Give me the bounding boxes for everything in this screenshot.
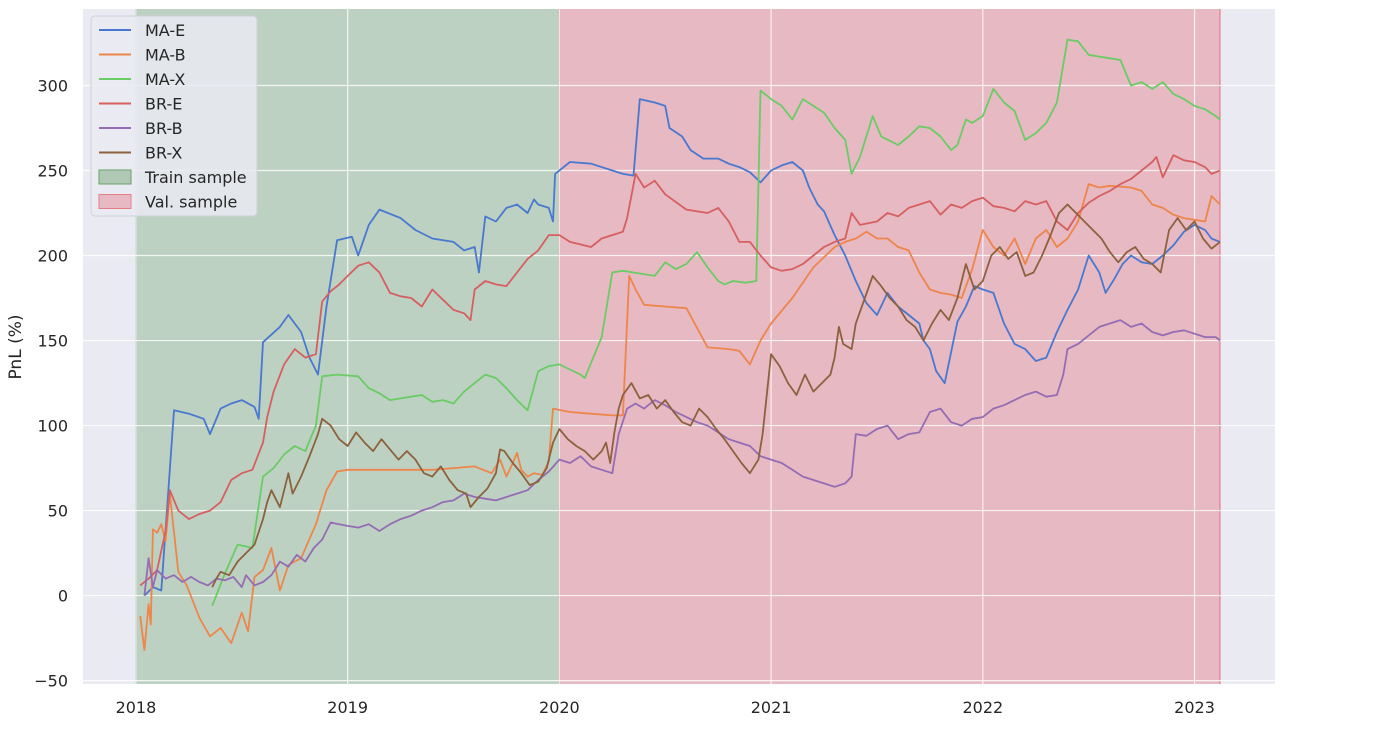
series-line-ma-b: [139, 183, 1221, 651]
y-tick-label: −50: [34, 672, 68, 691]
x-tick-label: 2022: [962, 698, 1003, 717]
x-tick-label: 2019: [327, 698, 368, 717]
x-tick-label: 2023: [1174, 698, 1215, 717]
legend-swatch-patch: [98, 169, 132, 185]
series-line-ma-e: [143, 98, 1221, 597]
legend-label: Val. sample: [145, 193, 237, 212]
legend-label: MA-E: [145, 21, 185, 40]
y-axis-label: PnL (%): [6, 314, 26, 379]
y-tick-label: 100: [37, 417, 68, 436]
legend-label: Train sample: [144, 168, 247, 187]
legend-swatch-patch: [98, 194, 132, 209]
series-line-br-e: [139, 154, 1221, 587]
x-tick-label: 2018: [116, 698, 157, 717]
legend: MA-E MA-B MA-X BR-E BR-B BR-X Train sample Val.…: [90, 15, 258, 217]
sample-spans: [135, 9, 1221, 684]
y-tick-labels: −50 0 50 100 150 200 250 300: [34, 77, 68, 691]
series-line-br-x: [211, 203, 1221, 588]
legend-label: BR-X: [145, 144, 182, 163]
y-tick-label: 0: [58, 587, 68, 606]
legend-label: BR-E: [145, 95, 182, 114]
legend-label: BR-B: [145, 119, 183, 138]
y-tick-label: 150: [37, 332, 68, 351]
x-tick-label: 2020: [539, 698, 580, 717]
x-tick-labels: 2018 2019 2020 2021 2022 2023: [116, 698, 1215, 717]
y-tick-label: 250: [37, 162, 68, 181]
y-tick-label: 50: [48, 502, 68, 521]
series-lines: [139, 38, 1221, 651]
plot-background: [83, 9, 1275, 684]
legend-label: MA-B: [145, 46, 186, 65]
y-tick-label: 300: [37, 77, 68, 96]
legend-box: [90, 15, 258, 217]
y-tick-label: 200: [37, 247, 68, 266]
span-val: [559, 9, 1220, 684]
series-line-ma-x: [211, 38, 1221, 607]
legend-label: MA-X: [145, 70, 185, 89]
x-tick-label: 2021: [751, 698, 792, 717]
series-line-br-b: [143, 319, 1221, 596]
grid-lines: [83, 9, 1275, 684]
